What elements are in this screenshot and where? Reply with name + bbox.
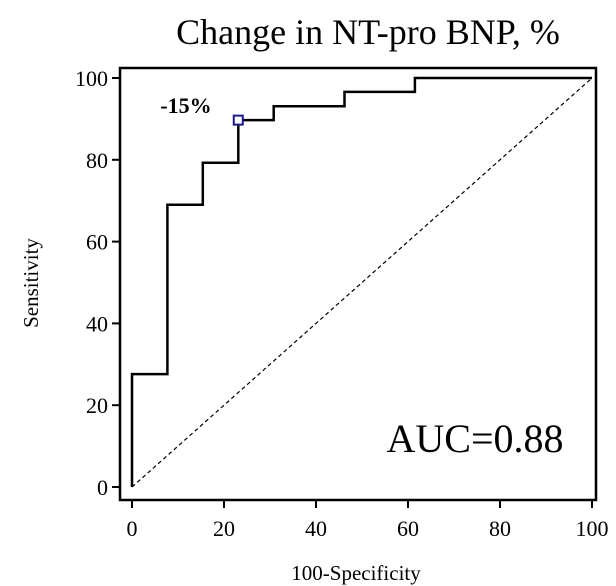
x-tick-label: 0 — [127, 516, 138, 541]
x-tick-label: 80 — [489, 516, 511, 541]
y-tick-label: 0 — [97, 475, 108, 500]
axes — [112, 66, 598, 508]
auc-annotation: AUC=0.88 — [386, 416, 563, 461]
plot-frame — [118, 66, 598, 502]
y-tick-labels: 0 20 40 60 80 100 — [75, 66, 108, 500]
plot-area — [130, 76, 593, 488]
y-tick-label: 20 — [86, 393, 108, 418]
x-tick-label: 20 — [213, 516, 235, 541]
x-tick-label: 60 — [397, 516, 419, 541]
y-tick-label: 60 — [86, 230, 108, 255]
x-tick-labels: 0 20 40 60 80 100 — [127, 516, 609, 541]
y-axis-label: Sensitivity — [19, 238, 43, 328]
x-axis-label: 100-Specificity — [291, 561, 421, 585]
reference-diagonal-line — [131, 77, 593, 488]
cutoff-label: -15% — [160, 93, 211, 118]
y-tick-label: 80 — [86, 148, 108, 173]
x-tick-label: 40 — [305, 516, 327, 541]
chart-title: Change in NT-pro BNP, % — [176, 12, 560, 52]
y-tick-label: 40 — [86, 311, 108, 336]
y-tick-label: 100 — [75, 66, 108, 91]
x-tick-label: 100 — [576, 516, 609, 541]
cutoff-marker — [232, 114, 244, 126]
